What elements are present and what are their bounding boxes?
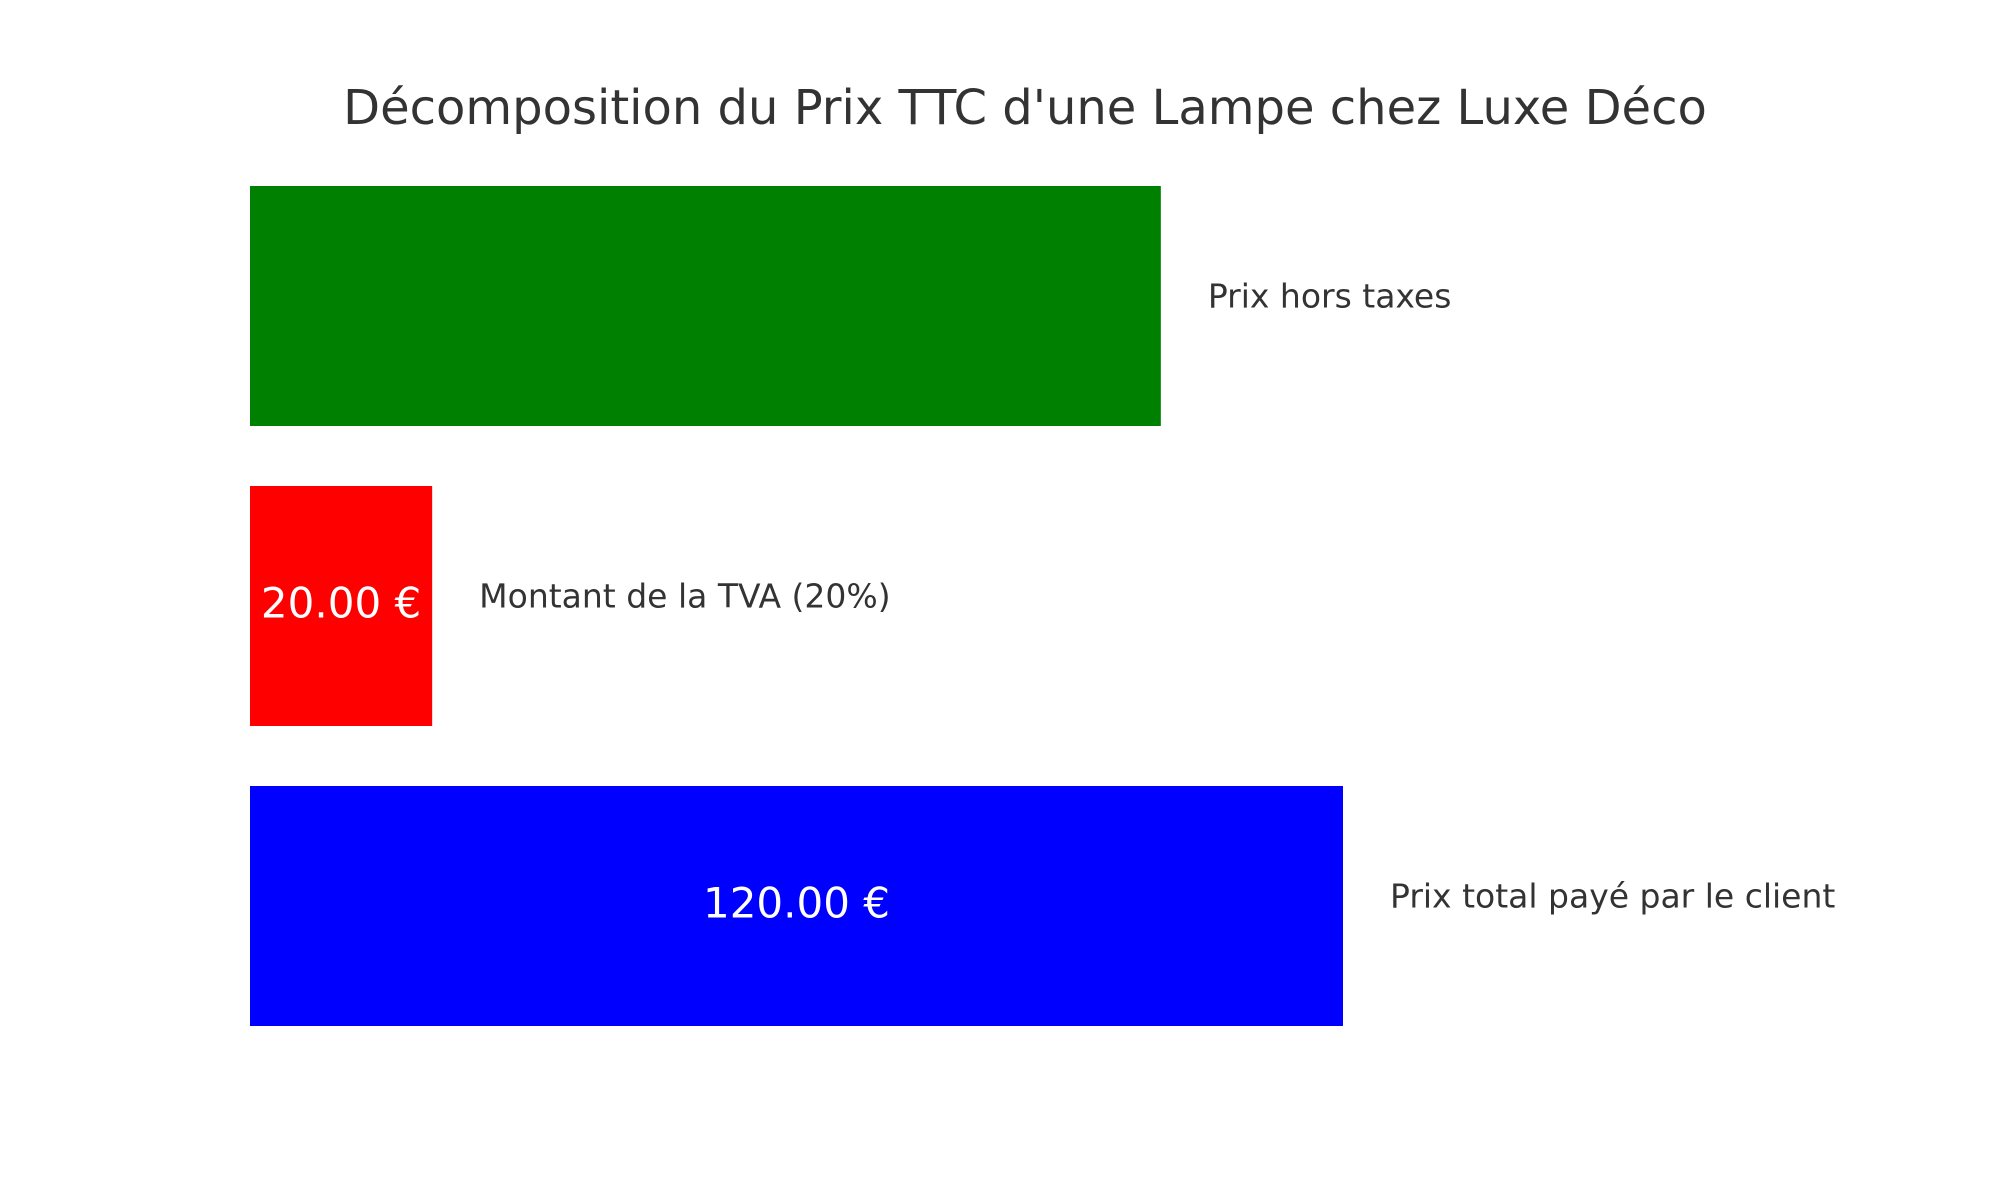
- category-label: Prix hors taxes: [1208, 277, 1452, 316]
- bar: [250, 186, 1161, 426]
- value-label: 120.00 €: [703, 879, 890, 928]
- category-label: Prix total payé par le client: [1390, 877, 1835, 916]
- chart-title: Décomposition du Prix TTC d'une Lampe ch…: [343, 80, 1707, 136]
- category-label: Montant de la TVA (20%): [479, 577, 890, 616]
- bar: [250, 486, 433, 726]
- value-label: 20.00 €: [261, 579, 421, 628]
- bar: [250, 786, 1343, 1026]
